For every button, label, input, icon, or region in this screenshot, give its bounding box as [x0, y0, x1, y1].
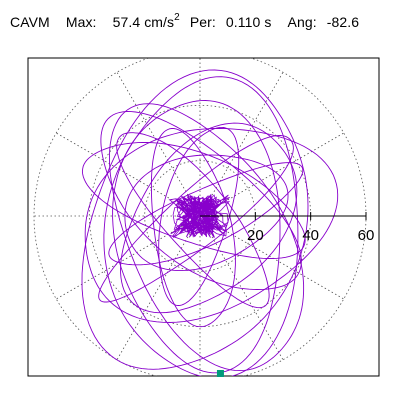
- core-scribble: [168, 193, 231, 239]
- grid-spoke-60: [199, 72, 284, 217]
- orbit-12: [116, 132, 270, 309]
- max-marker: [216, 369, 224, 377]
- max-exponent: 2: [174, 12, 180, 23]
- ang-value: -82.6: [326, 14, 360, 30]
- grid-spoke-240: [116, 215, 201, 360]
- header-title: CAVM: [10, 14, 50, 30]
- radial-tick-label-40: 40: [302, 227, 319, 244]
- orbit-traces: [81, 69, 339, 376]
- max-label: Max:: [65, 14, 97, 30]
- max-point-marker: [216, 369, 224, 377]
- per-value: 0.110 s: [225, 14, 272, 30]
- orbit-6: [81, 142, 306, 259]
- orbit-11: [98, 135, 294, 303]
- orbit-0: [81, 69, 309, 370]
- per-label: Per:: [189, 14, 216, 30]
- radial-tick-label-20: 20: [247, 227, 264, 244]
- max-value: 57.4 cm/s: [112, 14, 175, 30]
- orbit-7: [150, 128, 236, 328]
- ang-label: Ang:: [287, 14, 317, 30]
- grid-spoke-150: [56, 132, 201, 217]
- plot-frame: [27, 57, 380, 377]
- orbit-1: [109, 103, 305, 372]
- chart-header: CAVM Max: 57.4 cm/s2 Per: 0.110 s Ang: -…: [10, 12, 360, 31]
- radial-axis: 20 40 60: [200, 212, 374, 244]
- grid-spoke-300: [199, 215, 284, 360]
- orbit-10: [158, 126, 240, 306]
- orbit-2: [84, 128, 339, 323]
- orbit-3: [100, 111, 302, 290]
- orbit-4: [112, 100, 281, 374]
- radial-tick-label-60: 60: [358, 227, 375, 244]
